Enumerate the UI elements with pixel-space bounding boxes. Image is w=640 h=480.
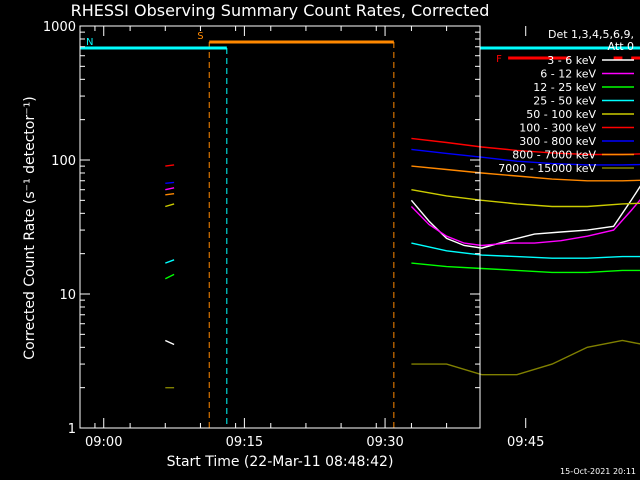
legend-label-6: 300 - 800 keV — [519, 135, 596, 148]
x-tick-label-1: 09:15 — [226, 435, 263, 450]
y-tick-label-0: 1 — [68, 422, 76, 437]
series-line-2-segment-0 — [164, 273, 175, 280]
legend-header-0: Det 1,3,4,5,6,9, — [548, 28, 634, 41]
series-line-6-segment-1 — [411, 148, 640, 166]
y-axis-label: Corrected Count Rate (s⁻¹ detector⁻¹) — [22, 96, 38, 359]
series-line-6-segment-0 — [165, 181, 175, 184]
y-tick-label-2: 100 — [51, 154, 76, 169]
series-line-3-segment-1 — [411, 242, 640, 259]
legend-label-1: 6 - 12 keV — [540, 68, 596, 81]
flag-F-label: F — [496, 54, 502, 65]
legend-label-7: 800 - 7000 keV — [512, 149, 596, 162]
series-line-1-segment-0 — [165, 187, 175, 191]
x-tick-label-3: 09:45 — [507, 435, 544, 450]
legend-label-2: 12 - 25 keV — [533, 81, 596, 94]
series-line-8-segment-1 — [411, 339, 640, 376]
series-line-5-segment-0 — [165, 164, 175, 167]
series-line-7-segment-0 — [165, 193, 175, 196]
legend-label-0: 3 - 6 keV — [547, 54, 596, 67]
series-line-0-segment-0 — [165, 339, 175, 346]
legend-header-1: Att 0 — [608, 40, 634, 53]
plot-frame — [79, 25, 481, 429]
generation-timestamp: 15-Oct-2021 20:11 — [560, 467, 636, 476]
series-line-4-segment-1 — [411, 189, 640, 208]
series-line-1-segment-1 — [410, 199, 640, 247]
chart-title: RHESSI Observing Summary Count Rates, Co… — [71, 1, 490, 20]
series-line-2-segment-1 — [411, 262, 640, 274]
legend-label-8: 7000 - 15000 keV — [498, 162, 596, 175]
legend-label-4: 50 - 100 keV — [526, 108, 596, 121]
series-line-4-segment-0 — [165, 203, 175, 208]
series-line-7-segment-1 — [411, 165, 640, 182]
y-tick-label-3: 1000 — [43, 20, 76, 35]
x-tick-label-0: 09:00 — [85, 435, 122, 450]
x-tick-label-2: 09:30 — [366, 435, 403, 450]
legend-label-3: 25 - 50 keV — [533, 95, 596, 108]
y-tick-label-1: 10 — [59, 288, 76, 303]
x-axis-label: Start Time (22-Mar-11 08:48:42) — [167, 454, 394, 470]
flag-S-label-0: S — [197, 31, 203, 42]
series-line-3-segment-0 — [165, 259, 175, 264]
legend-label-5: 100 - 300 keV — [519, 122, 596, 135]
series-line-0-segment-1 — [410, 185, 640, 249]
flag-N-label-1: N — [86, 37, 93, 48]
